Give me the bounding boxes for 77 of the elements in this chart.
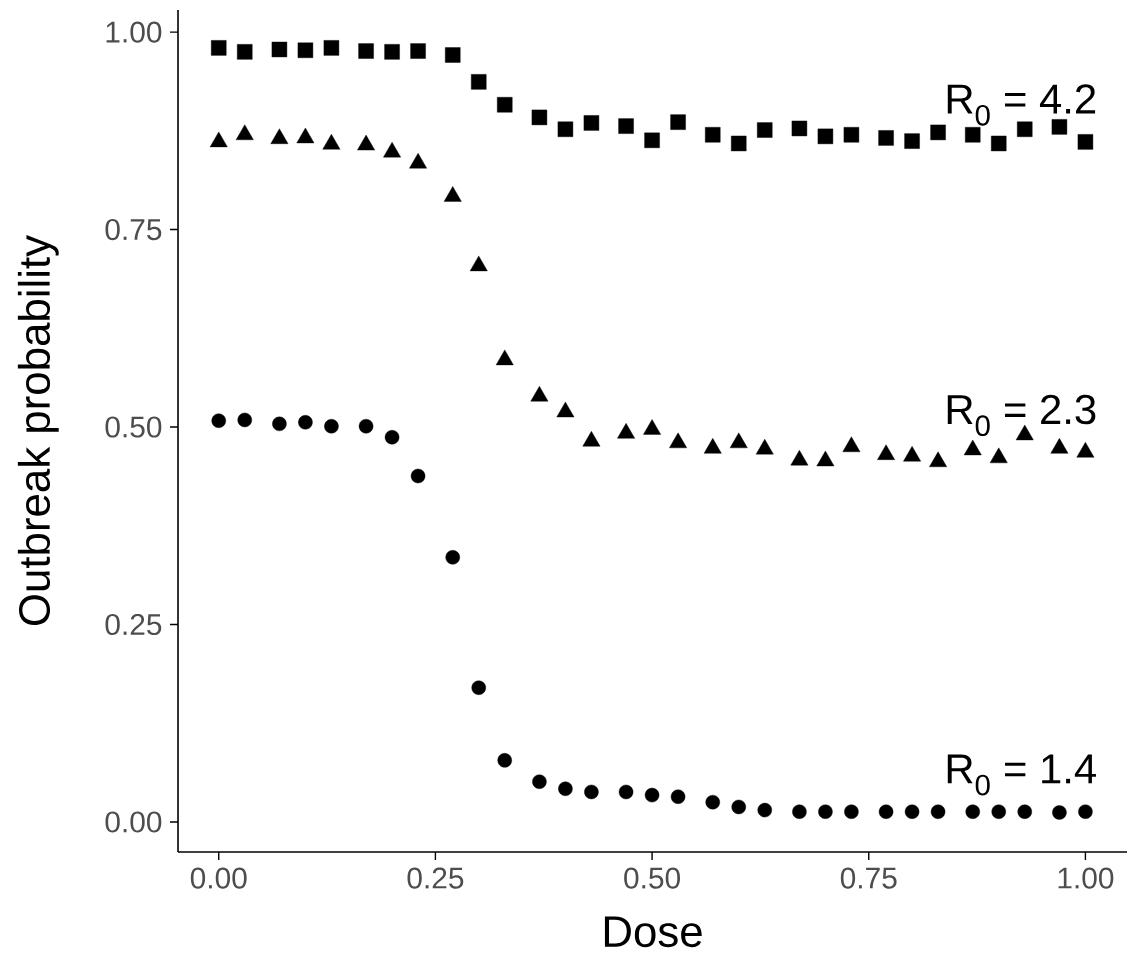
point — [991, 804, 1006, 819]
point — [965, 804, 980, 819]
point — [298, 415, 313, 430]
x-tick-label: 0.75 — [840, 867, 897, 889]
point — [1017, 121, 1033, 137]
y-tick-label: 0.50 — [105, 416, 162, 438]
point — [757, 802, 772, 818]
point — [904, 133, 920, 149]
x-tick-label: 0.00 — [190, 867, 247, 889]
point — [878, 804, 894, 819]
x-tick-label: 1.00 — [1058, 867, 1114, 889]
point — [410, 43, 426, 59]
point — [670, 114, 686, 130]
x-tick-label: 0.25 — [407, 867, 464, 889]
point — [531, 109, 548, 126]
point — [211, 40, 227, 56]
point — [1051, 119, 1068, 135]
point — [557, 121, 574, 137]
point — [272, 416, 287, 432]
point — [904, 804, 920, 819]
point — [237, 44, 253, 60]
point — [445, 47, 461, 63]
point — [878, 130, 894, 146]
point — [618, 118, 634, 134]
x-tick-label: 0.50 — [624, 867, 680, 889]
point — [930, 124, 946, 141]
y-tick-label: 0.25 — [105, 613, 162, 636]
point — [532, 774, 547, 789]
point — [471, 680, 486, 695]
point — [618, 784, 634, 800]
point — [445, 550, 460, 565]
x-axis-title: Dose — [604, 916, 702, 948]
point — [323, 40, 340, 56]
point — [757, 122, 773, 138]
point — [792, 804, 807, 819]
y-axis-title: Outbreak probability — [17, 235, 59, 626]
point — [471, 74, 487, 90]
point — [384, 44, 400, 60]
point — [644, 132, 660, 149]
point — [731, 135, 747, 152]
point — [817, 128, 834, 145]
point — [384, 430, 400, 445]
y-tick-label: 0.00 — [105, 811, 162, 833]
point — [583, 115, 600, 131]
point — [705, 795, 720, 810]
point — [497, 97, 513, 113]
point — [271, 41, 288, 58]
point — [705, 127, 721, 143]
y-tick-label: 1.00 — [106, 21, 162, 43]
point — [644, 787, 660, 803]
point — [211, 413, 226, 428]
series-label: R$_{0}$ = 1.4 — [947, 754, 1096, 796]
point — [844, 804, 859, 819]
point — [731, 799, 746, 815]
point — [497, 753, 512, 768]
y-tick-label: 0.75 — [105, 218, 162, 241]
point — [670, 789, 686, 804]
point — [410, 468, 426, 484]
point — [843, 127, 860, 143]
point — [965, 127, 981, 143]
point — [1077, 134, 1094, 150]
point — [791, 120, 808, 137]
point — [358, 419, 374, 434]
point — [1052, 805, 1067, 820]
point — [358, 43, 374, 59]
point — [584, 784, 599, 800]
series-label: R$_{0}$ = 2.3 — [947, 394, 1096, 437]
point — [991, 135, 1007, 152]
point — [818, 804, 833, 819]
point — [558, 781, 573, 796]
point — [324, 419, 339, 434]
point — [297, 42, 314, 58]
point — [1078, 804, 1093, 819]
point — [1017, 804, 1032, 819]
point — [930, 804, 946, 819]
point — [237, 412, 252, 428]
series-label: R$_{0}$ = 4.2 — [947, 84, 1096, 126]
